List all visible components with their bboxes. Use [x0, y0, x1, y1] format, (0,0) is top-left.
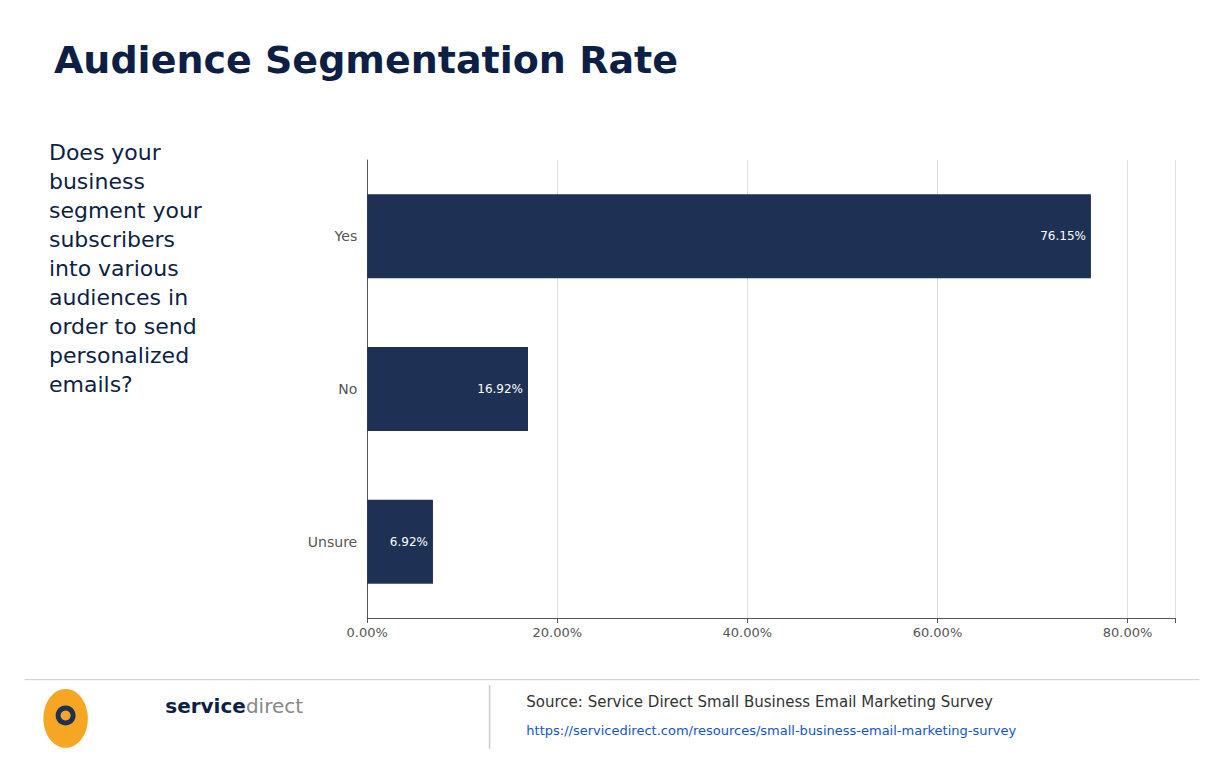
svg-text:https://servicedirect.com/reso: https://servicedirect.com/resources/smal…	[526, 723, 1016, 738]
svg-text:segment your: segment your	[49, 198, 203, 223]
svg-text:40.00%: 40.00%	[723, 625, 773, 640]
svg-text:subscribers: subscribers	[49, 227, 175, 252]
svg-text:audiences in: audiences in	[49, 285, 188, 310]
svg-text:Source: Service Direct Small B: Source: Service Direct Small Business Em…	[526, 693, 993, 711]
svg-text:emails?: emails?	[49, 372, 133, 397]
svg-text:6.92%: 6.92%	[390, 535, 428, 549]
svg-text:business: business	[49, 169, 145, 194]
svg-text:80.00%: 80.00%	[1103, 625, 1153, 640]
svg-text:60.00%: 60.00%	[913, 625, 963, 640]
svg-text:Does your: Does your	[49, 140, 162, 165]
svg-text:service: service	[165, 694, 246, 718]
svg-text:0.00%: 0.00%	[347, 625, 388, 640]
svg-text:Yes: Yes	[334, 228, 358, 244]
svg-text:16.92%: 16.92%	[477, 382, 523, 396]
svg-text:Audience Segmentation Rate: Audience Segmentation Rate	[54, 38, 678, 82]
svg-text:76.15%: 76.15%	[1040, 229, 1086, 243]
svg-text:direct: direct	[246, 694, 303, 718]
svg-text:20.00%: 20.00%	[532, 625, 582, 640]
svg-text:Unsure: Unsure	[308, 534, 357, 550]
svg-text:personalized: personalized	[49, 343, 189, 368]
svg-text:order to send: order to send	[49, 314, 197, 339]
svg-text:into various: into various	[49, 256, 179, 281]
svg-text:No: No	[338, 381, 357, 397]
